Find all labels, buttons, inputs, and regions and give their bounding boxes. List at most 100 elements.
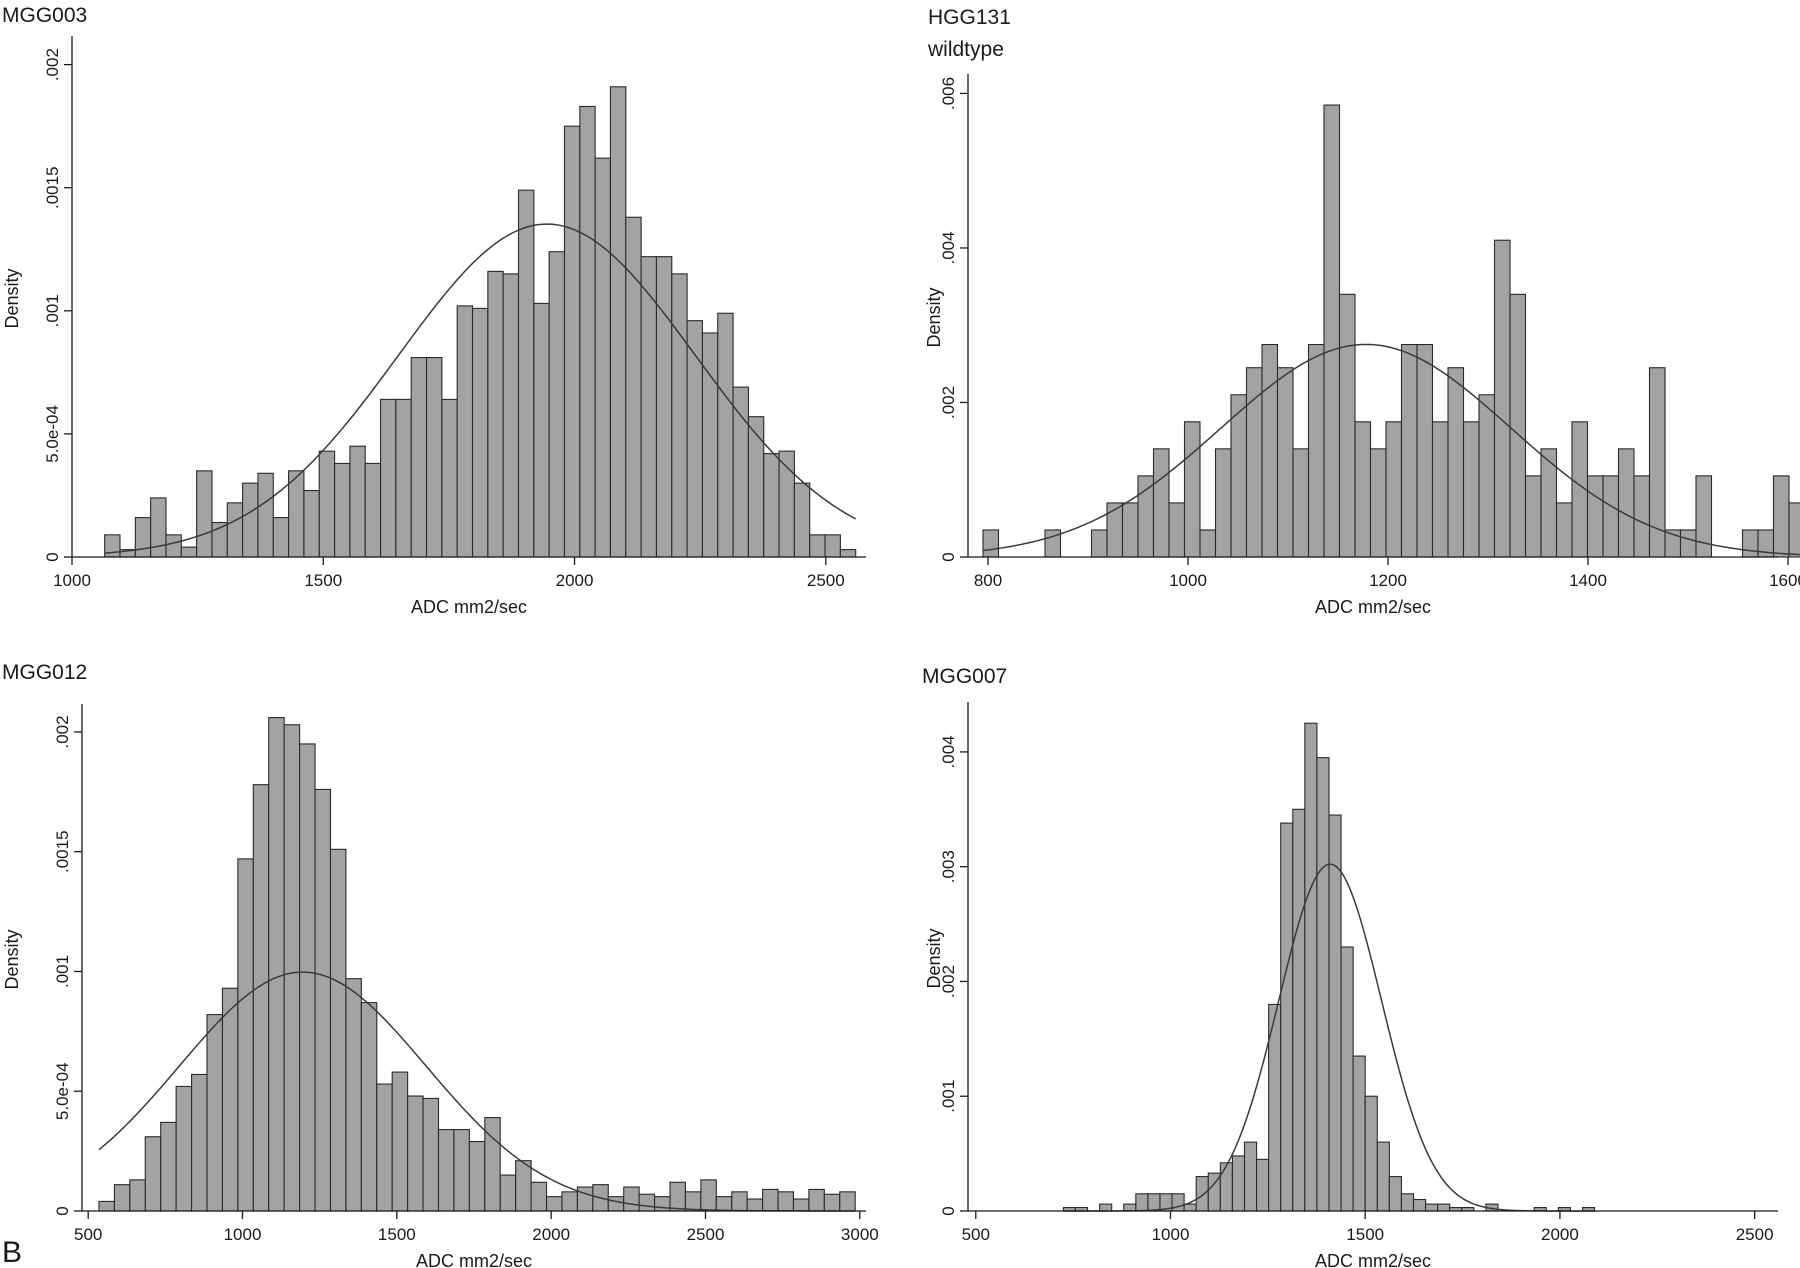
histogram-bar bbox=[1316, 757, 1330, 1212]
histogram-bar bbox=[226, 502, 244, 558]
histogram-bar bbox=[545, 1196, 563, 1212]
y-tick-label: .001 bbox=[53, 955, 72, 988]
histogram-bar bbox=[242, 482, 259, 558]
histogram-bar bbox=[763, 453, 780, 558]
x-tick-label: 1000 bbox=[1152, 1225, 1190, 1244]
histogram-bar bbox=[731, 1191, 748, 1212]
histogram-bar bbox=[1168, 502, 1186, 558]
histogram-bar bbox=[1617, 448, 1635, 558]
normal-fit-curve bbox=[982, 343, 1800, 556]
histogram-bar bbox=[1369, 448, 1387, 558]
histogram-bar bbox=[1493, 239, 1511, 558]
histogram-bar bbox=[376, 1083, 393, 1212]
histogram-bar bbox=[671, 273, 688, 558]
histogram-bar bbox=[1307, 343, 1325, 558]
histogram-bar bbox=[655, 256, 673, 558]
histogram-bar bbox=[1340, 946, 1354, 1212]
x-axis-label: ADC mm2/sec bbox=[1315, 597, 1431, 617]
y-tick-label: 0 bbox=[53, 1206, 72, 1215]
histogram-bar bbox=[395, 398, 412, 558]
histogram-bar bbox=[1152, 448, 1170, 558]
y-tick-label: 5.0e-04 bbox=[53, 1062, 72, 1120]
histogram-bar bbox=[809, 534, 826, 558]
histogram-bar bbox=[1385, 421, 1403, 558]
histogram-bar bbox=[1147, 1193, 1161, 1212]
histogram-bar bbox=[160, 1121, 177, 1212]
histogram-bar bbox=[1276, 367, 1294, 558]
histogram-bar bbox=[1437, 1203, 1451, 1212]
histogram-bar bbox=[150, 497, 167, 558]
histogram-bar bbox=[252, 784, 270, 1212]
y-tick-label: .002 bbox=[939, 965, 958, 998]
histogram-bar bbox=[165, 534, 182, 558]
x-tick-label: 1000 bbox=[1169, 571, 1207, 590]
histogram-bar bbox=[1425, 1203, 1439, 1212]
histogram-bar bbox=[134, 517, 152, 558]
histogram-bar bbox=[607, 1196, 625, 1212]
bars bbox=[1062, 722, 1596, 1212]
histogram-bar bbox=[471, 307, 489, 558]
histogram-bar bbox=[1183, 421, 1201, 558]
histogram-bar bbox=[98, 1200, 115, 1212]
histogram-bar bbox=[360, 1002, 378, 1212]
histogram-bar bbox=[272, 517, 290, 558]
histogram-bar bbox=[533, 302, 550, 558]
histogram-bar bbox=[487, 270, 504, 558]
histogram-bar bbox=[839, 1191, 856, 1212]
histogram-bar bbox=[1123, 1203, 1137, 1212]
histogram-bar bbox=[113, 1184, 131, 1212]
histogram-bar bbox=[288, 470, 305, 558]
histogram-bar bbox=[808, 1188, 825, 1212]
histogram-bar bbox=[437, 1129, 455, 1212]
histogram-bar bbox=[1586, 475, 1604, 558]
histogram-bar bbox=[268, 717, 285, 1212]
histogram-bar bbox=[441, 398, 458, 558]
y-tick-label: 0 bbox=[43, 552, 62, 561]
histogram-bar bbox=[221, 987, 239, 1212]
y-tick-label: .002 bbox=[53, 715, 72, 748]
y-axis-label: Density bbox=[2, 268, 22, 328]
y-tick-label: .003 bbox=[939, 850, 958, 883]
y-axis-label: Density bbox=[924, 287, 944, 347]
histogram-bar bbox=[1328, 814, 1342, 1212]
x-tick-label: 3000 bbox=[841, 1225, 879, 1244]
histogram-bar bbox=[1243, 1141, 1258, 1212]
histogram-bar bbox=[579, 105, 596, 558]
histogram-bar bbox=[1280, 822, 1294, 1212]
panel-title: MGG012 bbox=[2, 661, 87, 684]
histogram-bar bbox=[576, 1186, 594, 1212]
histogram-bar bbox=[548, 251, 566, 558]
histogram-bar bbox=[364, 462, 382, 558]
histogram-bar bbox=[561, 1191, 578, 1212]
y-tick-label: .004 bbox=[939, 735, 958, 768]
histogram-bar bbox=[1261, 343, 1279, 558]
histogram-bar bbox=[1354, 421, 1372, 558]
histogram-bar bbox=[1478, 394, 1496, 558]
histogram-bar bbox=[1256, 1158, 1270, 1212]
histogram-bar bbox=[1772, 475, 1790, 558]
histogram-bar bbox=[1679, 529, 1697, 558]
histogram-bar bbox=[1462, 421, 1480, 558]
histogram-hgg131: HGG131 wildtype ADC mm2/sec Density 800 1… bbox=[924, 6, 1800, 617]
histogram-bar bbox=[1524, 475, 1542, 558]
histogram-bar bbox=[1602, 475, 1620, 558]
histogram-bar bbox=[1323, 104, 1341, 558]
histogram-bar bbox=[334, 462, 351, 558]
x-tick-label: 1000 bbox=[53, 571, 91, 590]
histogram-bar bbox=[129, 1179, 146, 1212]
histogram-bar bbox=[777, 1191, 795, 1212]
histogram-bar bbox=[824, 534, 841, 558]
histogram-bar bbox=[1416, 343, 1434, 558]
histogram-bar bbox=[839, 549, 857, 558]
histogram-bar bbox=[303, 489, 320, 558]
histogram-bar bbox=[1231, 1155, 1246, 1212]
histogram-bar bbox=[314, 788, 332, 1212]
histogram-bar bbox=[1400, 1193, 1415, 1212]
histogram-bar bbox=[746, 1198, 764, 1212]
histogram-bar bbox=[669, 1181, 686, 1212]
histogram-bar bbox=[345, 978, 362, 1212]
histogram-bar bbox=[1219, 1162, 1233, 1212]
y-tick-label: .004 bbox=[939, 231, 958, 264]
histogram-bar bbox=[625, 216, 642, 558]
panel-title: MGG007 bbox=[922, 665, 1007, 688]
